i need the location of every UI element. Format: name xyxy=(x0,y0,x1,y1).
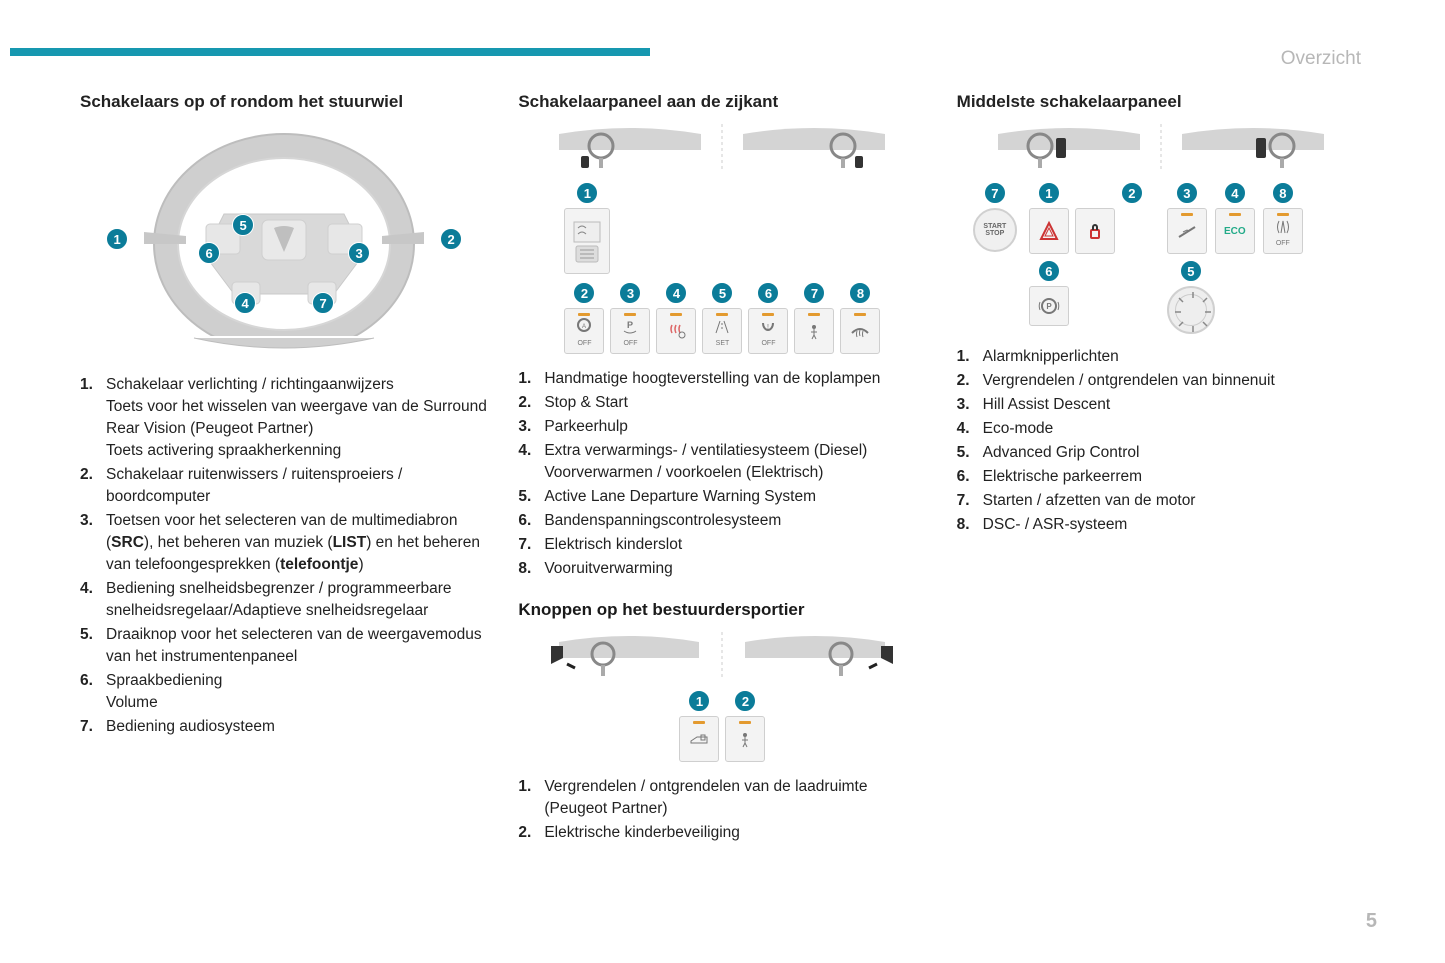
badge-7: 7 xyxy=(312,292,334,314)
col1-item-7: Bediening audiosysteem xyxy=(106,716,275,738)
side-panel-figure: 1 2 A OFF xyxy=(518,124,926,354)
column-steering-wheel: Schakelaars op of rondom het stuurwiel xyxy=(80,92,488,846)
col1-item-4: Bediening snelheidsbegrenzer / programme… xyxy=(106,578,488,622)
hill-descent-switch xyxy=(1167,208,1207,254)
start-stop-button: START STOP xyxy=(973,208,1017,252)
col1-item-5: Draaiknop voor het selecteren van de wee… xyxy=(106,624,488,668)
badge-5: 5 xyxy=(232,214,254,236)
col1-item-3: Toetsen voor het selecteren van de multi… xyxy=(106,510,488,576)
svg-text:P: P xyxy=(627,320,633,330)
side-switch-grid: 2 A OFF 3 P OFF 4 5 SET 6 xyxy=(518,282,926,354)
dsc-asr-switch: OFF xyxy=(1263,208,1303,254)
col1-item-2: Schakelaar ruitenwissers / ruitensproeie… xyxy=(106,464,488,508)
col2b-title: Knoppen op het bestuurdersportier xyxy=(518,600,926,620)
hazard-switch xyxy=(1029,208,1069,254)
svg-text:!: ! xyxy=(768,324,770,331)
column-side-panel: Schakelaarpaneel aan de zijkant xyxy=(518,92,926,846)
col2a-list: 1.Handmatige hoogteverstelling van de ko… xyxy=(518,368,926,580)
lane-depart-switch: SET xyxy=(702,308,742,354)
cargo-lock-switch xyxy=(679,716,719,762)
col1-item-6: SpraakbedieningVolume xyxy=(106,670,222,714)
header-accent-bar xyxy=(10,48,650,56)
elec-child-lock-switch xyxy=(725,716,765,762)
park-assist-switch: P OFF xyxy=(610,308,650,354)
col3-list: 1.Alarmknipperlichten 2.Vergrendelen / o… xyxy=(957,346,1365,536)
windscreen-heat-switch xyxy=(840,308,880,354)
svg-text:A: A xyxy=(582,324,586,330)
door-buttons-figure: 1 2 xyxy=(518,632,926,762)
badge-3: 3 xyxy=(348,242,370,264)
headlamp-level-switch xyxy=(564,208,610,274)
col2b-list: 1.Vergrendelen / ontgrendelen van de laa… xyxy=(518,776,926,844)
location-indicator xyxy=(518,124,926,172)
badge-4: 4 xyxy=(234,292,256,314)
stop-start-switch: A OFF xyxy=(564,308,604,354)
badge-6: 6 xyxy=(198,242,220,264)
column-center-panel: Middelste schakelaarpaneel xyxy=(957,92,1365,846)
grip-control-dial xyxy=(1167,286,1215,334)
col3-title: Middelste schakelaarpaneel xyxy=(957,92,1365,112)
steering-wheel-figure: 1 2 3 4 5 6 7 xyxy=(104,124,464,374)
child-lock-switch xyxy=(794,308,834,354)
eco-switch: ECO xyxy=(1215,208,1255,254)
parking-brake-switch: P xyxy=(1029,286,1069,326)
col1-title: Schakelaars op of rondom het stuurwiel xyxy=(80,92,488,112)
svg-text:P: P xyxy=(1046,302,1052,311)
col1-list: 1.Schakelaar verlichting / richtingaanwi… xyxy=(80,374,488,738)
tpms-switch: ! OFF xyxy=(748,308,788,354)
badge-1: 1 xyxy=(106,228,128,250)
page-number: 5 xyxy=(1366,910,1377,933)
badge-2: 2 xyxy=(440,228,462,250)
page-section-label: Overzicht xyxy=(1281,48,1361,70)
main-content: Schakelaars op of rondom het stuurwiel xyxy=(80,92,1365,846)
lock-unlock-switch xyxy=(1075,208,1115,254)
side-badge-1: 1 xyxy=(576,182,598,204)
center-panel-figure: 7 START STOP 1 2 xyxy=(957,124,1365,332)
col1-item-1: Schakelaar verlichting / richtingaanwijz… xyxy=(106,374,488,462)
col2a-title: Schakelaarpaneel aan de zijkant xyxy=(518,92,926,112)
aux-heat-switch xyxy=(656,308,696,354)
